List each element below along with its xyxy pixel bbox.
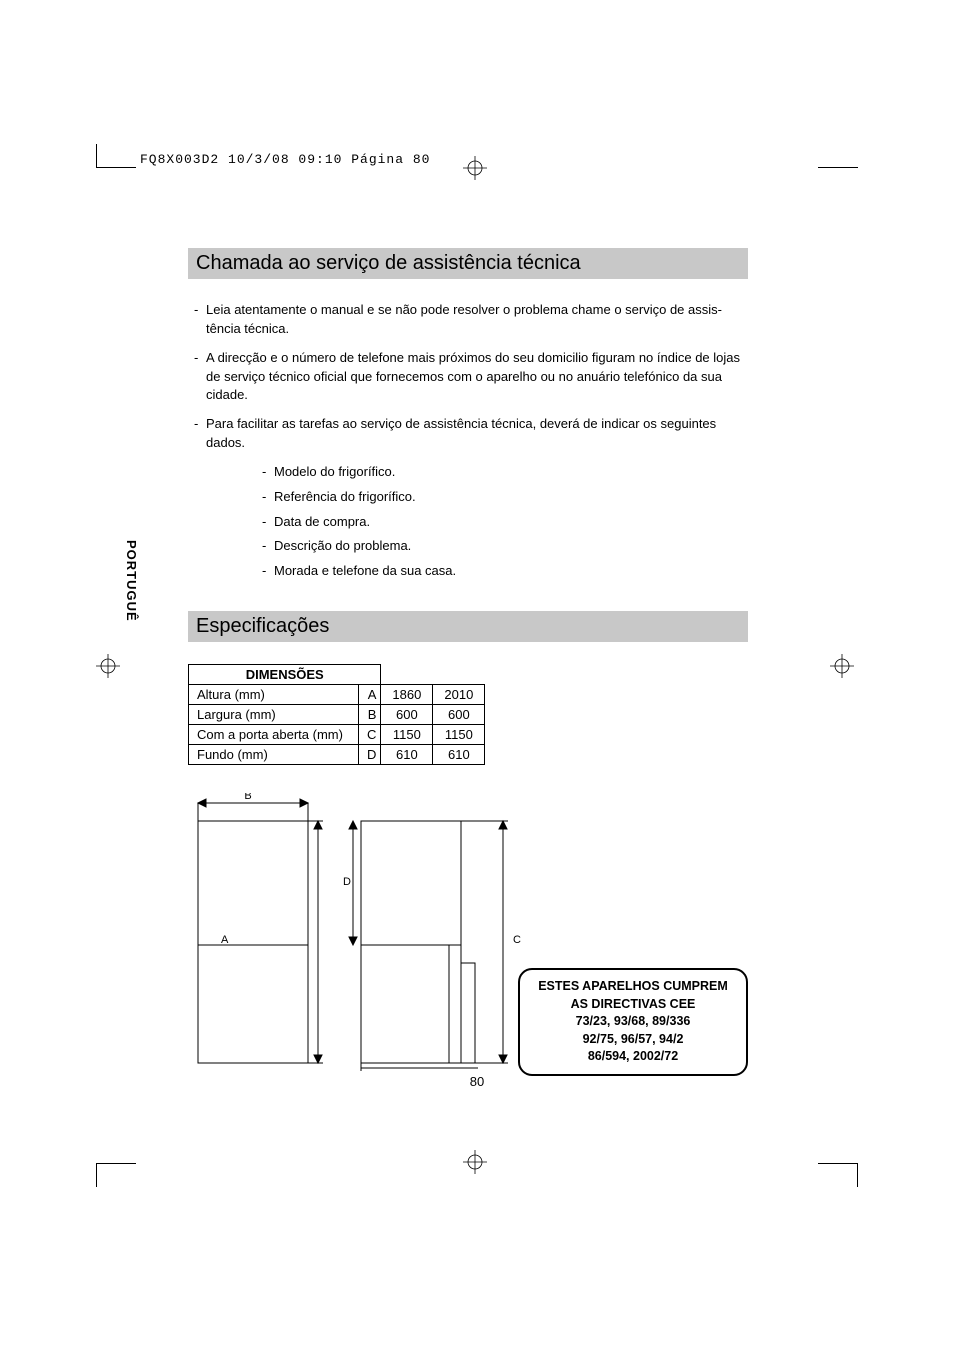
crop-mark [96, 1163, 97, 1187]
dim-label: Largura (mm) [189, 705, 359, 725]
section-title-1: Chamada ao serviço de assistência técnic… [188, 248, 748, 279]
dimensions-table: DIMENSÕES Altura (mm) A 1860 2010 Largur… [188, 664, 485, 765]
dim-value: 1860 [381, 685, 433, 705]
crop-mark [96, 1163, 136, 1164]
table-row: Com a porta aberta (mm) C 1150 1150 [189, 725, 485, 745]
directive-line: 92/75, 96/57, 94/2 [530, 1031, 736, 1049]
table-row: Largura (mm) B 600 600 [189, 705, 485, 725]
list-item: -Data de compra. [256, 513, 748, 532]
list-item-text: Referência do frigorífico. [274, 488, 748, 507]
dim-value: 1150 [381, 725, 433, 745]
list-item-text: Para facilitar as tarefas ao serviço de … [206, 415, 748, 453]
directive-box: ESTES APARELHOS CUMPREM AS DIRECTIVAS CE… [518, 968, 748, 1076]
diagram-label-c: C [513, 934, 521, 946]
crop-mark [818, 167, 858, 168]
registration-mark-icon [463, 156, 487, 180]
dim-label: Altura (mm) [189, 685, 359, 705]
table-row: Fundo (mm) D 610 610 [189, 745, 485, 765]
list-item-text: Leia atentamente o manual e se não pode … [206, 301, 748, 339]
diagram-label-a: A [221, 934, 229, 946]
body-list: -Leia atentamente o manual e se não pode… [188, 301, 748, 453]
list-item-text: Descrição do problema. [274, 537, 748, 556]
list-item-text: Modelo do frigorífico. [274, 463, 748, 482]
list-item: -Descrição do problema. [256, 537, 748, 556]
diagram-label-d: D [343, 876, 351, 888]
dim-value: 610 [381, 745, 433, 765]
list-item-text: Data de compra. [274, 513, 748, 532]
list-item-text: A direcção e o número de telefone mais p… [206, 349, 748, 406]
dimension-diagram: B A [188, 793, 748, 1083]
table-row: Altura (mm) A 1860 2010 [189, 685, 485, 705]
spec-section: Especificações DIMENSÕES Altura (mm) A 1… [188, 611, 748, 765]
section-title-2: Especificações [188, 611, 748, 642]
dim-letter: A [359, 685, 381, 705]
list-item-text: Morada e telefone da sua casa. [274, 562, 748, 581]
crop-mark [96, 167, 136, 168]
sub-list: -Modelo do frigorífico. -Referência do f… [188, 463, 748, 581]
crop-mark [96, 144, 97, 168]
dim-value: 1150 [433, 725, 485, 745]
dim-value: 610 [433, 745, 485, 765]
dim-letter: B [359, 705, 381, 725]
page-number: 80 [470, 1074, 484, 1089]
diagram-label-b: B [244, 793, 251, 802]
dim-label: Fundo (mm) [189, 745, 359, 765]
dim-value: 2010 [433, 685, 485, 705]
directive-line: 86/594, 2002/72 [530, 1048, 736, 1066]
registration-mark-icon [96, 654, 120, 678]
registration-mark-icon [463, 1150, 487, 1174]
list-item: -Leia atentamente o manual e se não pode… [188, 301, 748, 339]
dim-letter: C [359, 725, 381, 745]
dim-letter: D [359, 745, 381, 765]
list-item: -A direcção e o número de telefone mais … [188, 349, 748, 406]
list-item: -Morada e telefone da sua casa. [256, 562, 748, 581]
crop-mark [857, 1163, 858, 1187]
registration-mark-icon [830, 654, 854, 678]
dim-value: 600 [381, 705, 433, 725]
dim-value: 600 [433, 705, 485, 725]
language-tab: PORTUGUÊ [124, 540, 139, 622]
page-content: Chamada ao serviço de assistência técnic… [188, 248, 748, 1083]
directive-line: ESTES APARELHOS CUMPREM AS DIRECTIVAS CE… [530, 978, 736, 1013]
crop-mark [818, 1163, 858, 1164]
directive-line: 73/23, 93/68, 89/336 [530, 1013, 736, 1031]
list-item: -Para facilitar as tarefas ao serviço de… [188, 415, 748, 453]
table-header: DIMENSÕES [189, 665, 381, 685]
dim-label: Com a porta aberta (mm) [189, 725, 359, 745]
print-header: FQ8X003D2 10/3/08 09:10 Página 80 [140, 152, 430, 167]
list-item: -Modelo do frigorífico. [256, 463, 748, 482]
list-item: -Referência do frigorífico. [256, 488, 748, 507]
